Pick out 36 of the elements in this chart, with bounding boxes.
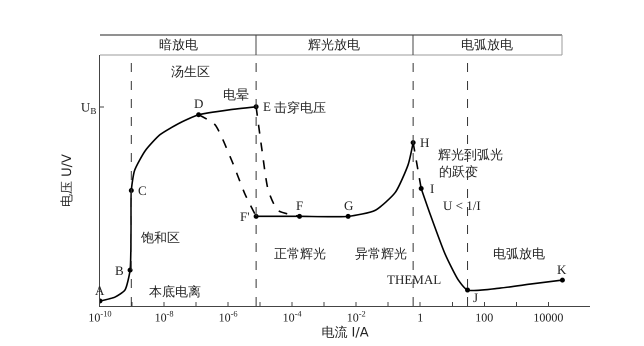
annotation: 本底电离	[149, 284, 201, 300]
annotation: F'	[240, 209, 250, 224]
x-tick-label: 10000	[533, 310, 564, 324]
text: 辉光放电	[308, 38, 360, 53]
x-tick-label: 10$^{-2}$	[346, 309, 366, 324]
annotation: 饱和区	[140, 231, 180, 246]
x-tick-label: 1	[417, 310, 424, 324]
annotation: C	[138, 183, 147, 198]
annotation: J	[473, 290, 478, 305]
x-tick-label: 10$^{-6}$	[218, 309, 238, 324]
text: 电晕	[223, 88, 249, 103]
x-tick-label: 10$^{-10}$	[88, 309, 112, 324]
annotation: 的跃变	[439, 165, 478, 180]
ref-line-label: U$_{B}$	[80, 99, 96, 116]
y-axis-title: 电压 U/V	[60, 154, 75, 207]
x-tick-label: 10$^{-8}$	[154, 309, 174, 324]
annotation: F	[296, 198, 304, 213]
annotation: 正常辉光	[274, 247, 326, 262]
text: 汤生区	[171, 65, 210, 80]
x-tick-label: 100	[475, 310, 494, 324]
annotation: D	[194, 96, 204, 111]
annotation: K	[557, 262, 567, 277]
annotation: G	[344, 198, 354, 213]
annotation: 异常辉光	[355, 247, 407, 262]
annotation: 击穿电压	[274, 101, 326, 116]
annotation: THEMAL	[387, 272, 442, 287]
annotation: H	[420, 135, 430, 150]
annotation: I	[430, 181, 434, 196]
annotation: E	[263, 99, 271, 114]
x-axis-title: 电流 I/A	[321, 324, 369, 340]
x-tick-label: 10$^{-4}$	[282, 309, 302, 324]
text: 电弧放电	[461, 38, 513, 53]
annotation: 电弧放电	[493, 247, 545, 262]
annotation: B	[115, 263, 124, 278]
annotation: U < 1/I	[443, 198, 481, 213]
text: 暗放电	[159, 38, 198, 53]
